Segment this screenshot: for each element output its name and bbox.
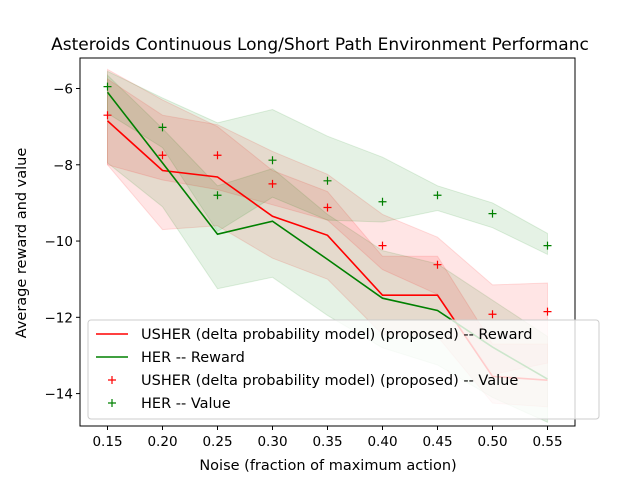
y-tick-label-4: −6 bbox=[53, 82, 73, 98]
marker-point-3-1 bbox=[158, 123, 167, 132]
legend-label-0: USHER (delta probability model) (propose… bbox=[141, 327, 532, 343]
x-tick-label-4: 0.35 bbox=[312, 434, 342, 450]
legend-label-2: USHER (delta probability model) (propose… bbox=[141, 373, 518, 389]
marker-point-2-3 bbox=[268, 179, 277, 188]
marker-point-3-5 bbox=[378, 197, 387, 206]
x-tick-label-8: 0.55 bbox=[532, 434, 562, 450]
series-markers bbox=[103, 82, 552, 319]
marker-point-2-2 bbox=[213, 151, 222, 160]
x-axis-label: Noise (fraction of maximum action) bbox=[199, 458, 456, 474]
y-tick-label-0: −14 bbox=[45, 387, 74, 403]
legend-label-1: HER -- Reward bbox=[141, 350, 245, 366]
y-axis-label: Average reward and value bbox=[14, 148, 30, 339]
axes: 0.15 0.20 0.25 0.30 0.35 0.40 0.45 0.50 0.55 −14 −… bbox=[45, 57, 576, 450]
legend-swatch-3 bbox=[108, 399, 116, 407]
marker-point-2-1 bbox=[158, 151, 167, 160]
marker-point-2-7 bbox=[488, 310, 497, 319]
marker-point-2-6 bbox=[433, 260, 442, 269]
marker-point-2-5 bbox=[378, 241, 387, 250]
y-tick-label-3: −8 bbox=[53, 158, 73, 174]
legend-swatch-2 bbox=[108, 376, 116, 384]
legend-label-3: HER -- Value bbox=[141, 396, 231, 412]
x-tick-label-3: 0.30 bbox=[257, 434, 287, 450]
y-tick-label-1: −12 bbox=[45, 310, 74, 326]
marker-point-3-2 bbox=[213, 191, 222, 200]
x-tick-label-0: 0.15 bbox=[92, 434, 122, 450]
marker-point-3-4 bbox=[323, 176, 332, 185]
legend-box bbox=[87, 319, 600, 420]
marker-point-3-8 bbox=[543, 241, 552, 250]
marker-point-3-6 bbox=[433, 191, 442, 200]
x-tick-label-1: 0.20 bbox=[147, 434, 177, 450]
chart-title: Asteroids Continuous Long/Short Path Env… bbox=[51, 35, 589, 55]
band-series-3 bbox=[107, 70, 548, 256]
legend: USHER (delta probability model) (propose… bbox=[87, 319, 600, 420]
y-tick-label-2: −10 bbox=[45, 234, 74, 250]
marker-point-2-8 bbox=[543, 307, 552, 316]
marker-point-3-7 bbox=[488, 209, 497, 218]
x-tick-label-5: 0.40 bbox=[367, 434, 397, 450]
marker-point-2-4 bbox=[323, 203, 332, 212]
x-tick-label-2: 0.25 bbox=[202, 434, 232, 450]
marker-point-3-0 bbox=[103, 82, 112, 91]
marker-point-2-0 bbox=[103, 111, 112, 120]
x-tick-label-7: 0.50 bbox=[477, 434, 507, 450]
x-tick-label-6: 0.45 bbox=[422, 434, 452, 450]
marker-point-3-3 bbox=[268, 156, 277, 165]
